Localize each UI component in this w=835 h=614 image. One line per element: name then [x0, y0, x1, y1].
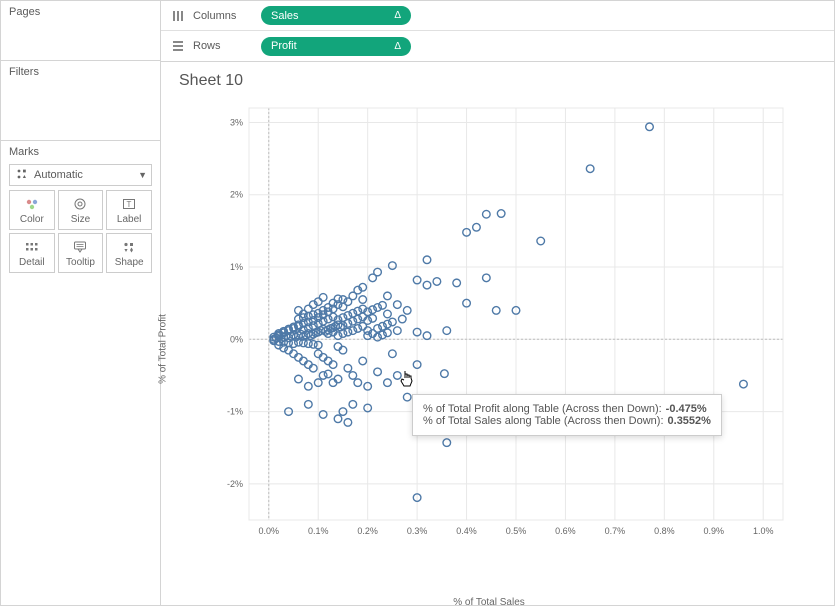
shape-icon	[121, 239, 137, 255]
scatter-plot[interactable]: 0.0% 0.1% 0.2% 0.3% 0.4% 0.5% 0.6% 0.7% 0.8% 0.9%…	[219, 104, 789, 544]
columns-pill-label: Sales	[271, 10, 299, 22]
y-axis-label: % of Total Profit	[158, 314, 169, 384]
rows-label: Rows	[193, 40, 253, 52]
color-icon	[24, 196, 40, 212]
label-icon: T	[121, 196, 137, 212]
mark-card-label: Detail	[19, 257, 45, 268]
columns-icon	[171, 10, 185, 22]
columns-shelf[interactable]: Columns Sales Δ	[161, 1, 834, 31]
delta-icon: Δ	[394, 41, 401, 52]
mark-card-size[interactable]: Size	[58, 190, 104, 230]
app-root: Pages Filters Marks Automatic ▼ Color Siz…	[1, 1, 834, 605]
tooltip-sales-label: % of Total Sales along Table (Across the…	[423, 415, 664, 427]
tooltip-profit-label: % of Total Profit along Table (Across th…	[423, 403, 662, 415]
svg-text:0.6%: 0.6%	[555, 526, 576, 536]
mark-card-color[interactable]: Color	[9, 190, 55, 230]
columns-label: Columns	[193, 10, 253, 22]
rows-pill[interactable]: Profit Δ	[261, 37, 411, 56]
svg-text:2%: 2%	[230, 190, 243, 200]
mark-type-label: Automatic	[34, 169, 83, 181]
svg-text:T: T	[127, 200, 132, 209]
mark-card-label: Tooltip	[66, 257, 95, 268]
delta-icon: Δ	[394, 10, 401, 21]
mark-card-shape[interactable]: Shape	[106, 233, 152, 273]
filters-title: Filters	[9, 66, 152, 78]
mark-card-detail[interactable]: Detail	[9, 233, 55, 273]
mark-card-label: Color	[20, 214, 44, 225]
right-pane: Columns Sales Δ Rows Profit Δ Sheet 10	[161, 1, 834, 605]
mark-type-select[interactable]: Automatic ▼	[9, 164, 152, 186]
svg-text:-1%: -1%	[227, 407, 243, 417]
pages-panel[interactable]: Pages	[1, 1, 160, 61]
pages-title: Pages	[9, 6, 152, 18]
svg-text:0.9%: 0.9%	[704, 526, 725, 536]
svg-text:0.2%: 0.2%	[357, 526, 378, 536]
tooltip-sales-value: 0.3552%	[668, 415, 711, 427]
rows-shelf[interactable]: Rows Profit Δ	[161, 31, 834, 61]
x-axis-label: % of Total Sales	[453, 597, 525, 608]
chart-container: % of Total Profit % of Total Sales 0.0%0…	[169, 94, 809, 604]
marks-grid: Color Size T Label Detail Tooltip Shape	[9, 190, 152, 273]
mark-card-label: Size	[71, 214, 90, 225]
detail-icon	[24, 239, 40, 255]
tooltip-profit-value: -0.475%	[666, 403, 707, 415]
rows-icon	[171, 40, 185, 52]
shape-auto-icon	[16, 168, 28, 183]
mark-card-label[interactable]: T Label	[106, 190, 152, 230]
svg-text:0%: 0%	[230, 334, 243, 344]
svg-text:0.4%: 0.4%	[456, 526, 477, 536]
tooltip: % of Total Profit along Table (Across th…	[412, 394, 722, 436]
svg-text:0.8%: 0.8%	[654, 526, 675, 536]
columns-pill[interactable]: Sales Δ	[261, 6, 411, 25]
filters-panel[interactable]: Filters	[1, 61, 160, 141]
marks-title: Marks	[9, 146, 152, 158]
svg-text:-2%: -2%	[227, 479, 243, 489]
chevron-down-icon: ▼	[138, 170, 147, 180]
tooltip-icon	[72, 239, 88, 255]
left-sidebar: Pages Filters Marks Automatic ▼ Color Siz…	[1, 1, 161, 605]
mark-card-label: Label	[117, 214, 141, 225]
svg-text:1%: 1%	[230, 262, 243, 272]
svg-text:0.5%: 0.5%	[506, 526, 527, 536]
size-icon	[72, 196, 88, 212]
sheet-title[interactable]: Sheet 10	[179, 72, 814, 90]
mark-card-label: Shape	[115, 257, 144, 268]
rows-pill-label: Profit	[271, 40, 297, 52]
mark-card-tooltip[interactable]: Tooltip	[58, 233, 104, 273]
shelves: Columns Sales Δ Rows Profit Δ	[161, 1, 834, 62]
svg-text:0.0%: 0.0%	[259, 526, 280, 536]
svg-text:3%: 3%	[230, 117, 243, 127]
svg-text:0.3%: 0.3%	[407, 526, 428, 536]
viz-area: Sheet 10 % of Total Profit % of Total Sa…	[161, 62, 834, 614]
svg-text:0.7%: 0.7%	[605, 526, 626, 536]
marks-panel: Marks Automatic ▼ Color Size T Label Detail T…	[1, 141, 160, 281]
svg-text:1.0%: 1.0%	[753, 526, 774, 536]
svg-text:0.1%: 0.1%	[308, 526, 329, 536]
